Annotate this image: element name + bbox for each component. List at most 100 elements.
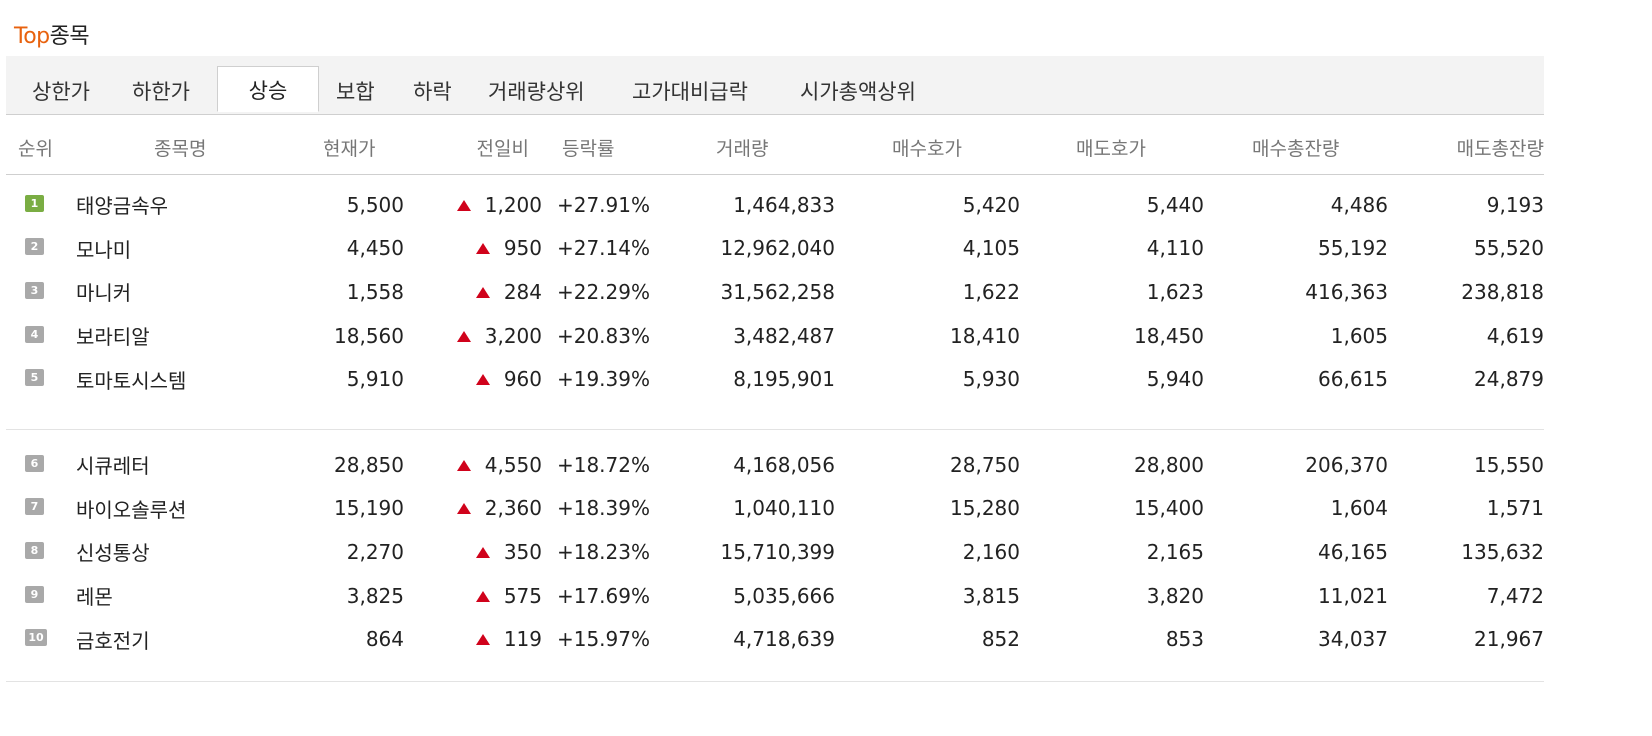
- rank-badge: 8: [25, 541, 44, 559]
- rank-badge: 10: [25, 629, 47, 647]
- stock-name[interactable]: 시큐레터: [76, 454, 150, 479]
- table-row[interactable]: 6 시큐레터 28,850 4,550 +18.72% 4,168,056 28…: [6, 431, 1544, 487]
- bid-total: 416,363: [1305, 279, 1388, 304]
- tab-rise[interactable]: 상승: [217, 66, 319, 112]
- rank-badge: 2: [25, 238, 44, 256]
- current-price: 5,910: [346, 367, 404, 392]
- stock-name[interactable]: 레몬: [76, 585, 113, 610]
- volume: 12,962,040: [720, 236, 835, 261]
- tab-bar: 상한가 하한가 상승 보합 하락 거래량상위 고가대비급락 시가총액상위: [6, 56, 1544, 115]
- ask-price: 3,820: [1146, 583, 1204, 608]
- rank-badge-cell: 3: [6, 270, 76, 314]
- bid-price: 1,622: [962, 279, 1020, 304]
- change-rate: +27.14%: [556, 236, 650, 261]
- table-row[interactable]: 10 금호전기 864 119 +15.97% 4,718,639 852 85…: [6, 617, 1544, 661]
- stock-name[interactable]: 마니커: [76, 281, 132, 306]
- change-cell: 960: [404, 357, 542, 401]
- bid-price: 28,750: [950, 452, 1020, 477]
- table-row[interactable]: 5 토마토시스템 5,910 960 +19.39% 8,195,901 5,9…: [6, 357, 1544, 401]
- table-row[interactable]: 3 마니커 1,558 284 +22.29% 31,562,258 1,622…: [6, 270, 1544, 314]
- tab-market-cap-top[interactable]: 시가총액상위: [800, 80, 916, 104]
- stock-name[interactable]: 보라티알: [76, 325, 150, 350]
- col-change: 전일비: [404, 120, 542, 175]
- volume: 15,710,399: [720, 539, 835, 564]
- change-value: 284: [503, 279, 542, 304]
- tab-upper-limit[interactable]: 상한가: [32, 80, 90, 104]
- current-price: 3,825: [346, 583, 404, 608]
- change-value: 119: [503, 627, 542, 652]
- table-row[interactable]: 7 바이오솔루션 15,190 2,360 +18.39% 1,040,110 …: [6, 487, 1544, 531]
- tab-drop-from-high[interactable]: 고가대비급락: [632, 80, 748, 104]
- section-title: Top종목: [14, 18, 90, 50]
- table-row[interactable]: 1 태양금속우 5,500 1,200 +27.91% 1,464,833 5,…: [6, 175, 1544, 227]
- col-bid-total: 매수총잔량: [1204, 120, 1388, 175]
- tab-volume-top[interactable]: 거래량상위: [488, 80, 585, 104]
- table-row[interactable]: 8 신성통상 2,270 350 +18.23% 15,710,399 2,16…: [6, 530, 1544, 574]
- rank-badge-cell: 8: [6, 530, 76, 574]
- ask-total: 15,550: [1474, 452, 1544, 477]
- change-cell: 350: [404, 530, 542, 574]
- up-arrow-icon: [456, 459, 471, 471]
- table-row[interactable]: 2 모나미 4,450 950 +27.14% 12,962,040 4,105…: [6, 227, 1544, 271]
- current-price: 18,560: [334, 323, 404, 348]
- change-value: 3,200: [484, 323, 542, 348]
- volume: 1,040,110: [733, 496, 835, 521]
- change-cell: 950: [404, 227, 542, 271]
- up-arrow-icon: [456, 330, 471, 342]
- bid-price: 3,815: [962, 583, 1020, 608]
- ask-total: 135,632: [1461, 539, 1544, 564]
- change-rate: +18.72%: [556, 452, 650, 477]
- stock-name[interactable]: 금호전기: [76, 628, 150, 653]
- table-row[interactable]: 9 레몬 3,825 575 +17.69% 5,035,666 3,815 3…: [6, 574, 1544, 618]
- change-cell: 1,200: [404, 175, 542, 227]
- ask-total: 21,967: [1474, 627, 1544, 652]
- bid-total: 11,021: [1318, 583, 1388, 608]
- rank-badge-cell: 4: [6, 314, 76, 358]
- ask-total: 55,520: [1474, 236, 1544, 261]
- stock-name[interactable]: 토마토시스템: [76, 368, 187, 393]
- change-cell: 575: [404, 574, 542, 618]
- change-rate: +18.23%: [556, 539, 650, 564]
- rank-badge-cell: 9: [6, 574, 76, 618]
- change-cell: 3,200: [404, 314, 542, 358]
- ask-price: 28,800: [1134, 452, 1204, 477]
- up-arrow-icon: [456, 199, 471, 211]
- rank-badge: 7: [25, 498, 44, 516]
- stock-name[interactable]: 태양금속우: [76, 194, 168, 219]
- ask-price: 15,400: [1134, 496, 1204, 521]
- table-end: [6, 660, 1544, 682]
- up-arrow-icon: [456, 503, 471, 515]
- stock-table: 순위 종목명 현재가 전일비 등락률 거래량 매수호가 매도호가 매수총잔량 매…: [6, 120, 1544, 682]
- tab-flat[interactable]: 보합: [336, 80, 375, 104]
- stock-name[interactable]: 신성통상: [76, 541, 150, 566]
- up-arrow-icon: [475, 590, 490, 602]
- current-price: 4,450: [346, 236, 404, 261]
- tab-lower-limit[interactable]: 하한가: [132, 80, 190, 104]
- stock-name[interactable]: 모나미: [76, 237, 132, 262]
- rank-badge-cell: 7: [6, 487, 76, 531]
- tab-fall[interactable]: 하락: [413, 80, 452, 104]
- rank-badge: 3: [25, 281, 44, 299]
- ask-total: 238,818: [1461, 279, 1544, 304]
- change-value: 950: [503, 236, 542, 261]
- change-value: 1,200: [484, 192, 542, 217]
- bid-price: 15,280: [950, 496, 1020, 521]
- bid-total: 34,037: [1318, 627, 1388, 652]
- table-row[interactable]: 4 보라티알 18,560 3,200 +20.83% 3,482,487 18…: [6, 314, 1544, 358]
- change-rate: +27.91%: [556, 192, 650, 217]
- col-bid: 매수호가: [835, 120, 1020, 175]
- up-arrow-icon: [475, 286, 490, 298]
- rank-badge: 1: [25, 194, 44, 212]
- ask-price: 2,165: [1146, 539, 1204, 564]
- volume: 4,718,639: [733, 627, 835, 652]
- ask-price: 1,623: [1146, 279, 1204, 304]
- ask-total: 7,472: [1486, 583, 1544, 608]
- ask-price: 5,440: [1146, 192, 1204, 217]
- rank-badge-cell: 1: [6, 175, 76, 227]
- stock-name[interactable]: 바이오솔루션: [76, 497, 187, 522]
- ask-total: 24,879: [1474, 367, 1544, 392]
- col-rank: 순위: [6, 120, 76, 175]
- bid-price: 852: [981, 627, 1020, 652]
- rank-badge-cell: 6: [6, 431, 76, 487]
- up-arrow-icon: [475, 374, 490, 386]
